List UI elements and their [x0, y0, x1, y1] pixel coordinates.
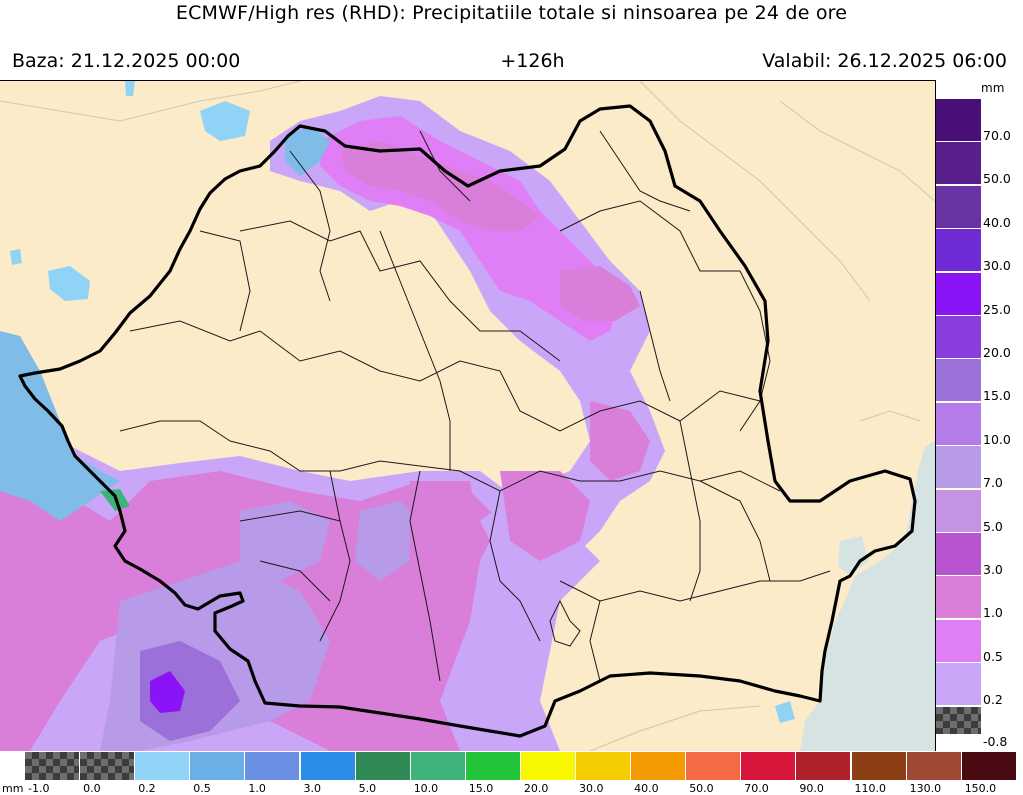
right-legend-label: 5.0 — [983, 518, 1003, 534]
precip-lavender-patch-2 — [240, 501, 330, 581]
right-legend-swatch — [936, 705, 981, 734]
bottom-legend-swatch — [851, 752, 907, 780]
bottom-legend-label: 40.0 — [634, 782, 659, 795]
map-canvas — [0, 81, 935, 751]
bottom-legend-label: 150.0 — [964, 782, 997, 795]
bottom-legend-swatch — [80, 752, 136, 780]
bottom-legend-swatch — [741, 752, 797, 780]
lead-time-label: +126h — [500, 50, 565, 72]
bottom-legend-swatch — [520, 752, 576, 780]
bottom-legend-swatch — [961, 752, 1017, 780]
bottom-legend-label: 90.0 — [799, 782, 824, 795]
map-title: ECMWF/High res (RHD): Precipitatiile tot… — [175, 2, 848, 24]
precip-west-core — [150, 671, 185, 713]
bottom-legend: mm -1.0 0.0 0.2 0.5 1.0 3.0 5.0 10.0 15.0 20.0 30.… — [0, 752, 1023, 795]
right-legend-label: 30.0 — [983, 258, 1011, 274]
bottom-legend-swatch — [410, 752, 466, 780]
bottom-legend-unit: mm — [2, 782, 24, 795]
bottom-legend-swatch — [245, 752, 301, 780]
right-legend-label: 15.0 — [983, 388, 1011, 404]
bottom-legend-label: 3.0 — [303, 782, 322, 795]
right-legend-label: 50.0 — [983, 171, 1011, 187]
valid-time-label: Valabil: 26.12.2025 06:00 — [762, 50, 1007, 72]
precip-small-blue-5 — [125, 81, 135, 96]
black-sea — [800, 441, 935, 751]
precip-small-blue-4 — [775, 701, 795, 723]
precip-small-blue-2 — [48, 266, 90, 301]
right-legend-label: -0.8 — [983, 733, 1008, 749]
right-legend-swatch — [936, 271, 981, 315]
precip-south-pink — [500, 471, 590, 561]
bottom-legend-swatch — [796, 752, 852, 780]
right-legend-unit: mm — [981, 81, 1005, 95]
bottom-legend-label: 15.0 — [468, 782, 494, 795]
right-legend-swatch — [936, 575, 981, 619]
bottom-legend-label: 50.0 — [689, 782, 714, 795]
bottom-legend-label: 20.0 — [523, 782, 549, 795]
right-legend-swatch — [936, 98, 981, 141]
right-legend-swatch — [936, 184, 981, 228]
precip-north-core — [340, 141, 540, 231]
precip-nw-blue — [285, 126, 330, 176]
right-legend-swatch — [936, 618, 981, 662]
right-legend-label: 10.0 — [983, 431, 1011, 447]
right-legend-label: 0.5 — [983, 648, 1003, 664]
bottom-legend-swatch — [190, 752, 246, 780]
right-legend-swatch — [936, 315, 981, 358]
bottom-legend-label: 5.0 — [358, 782, 377, 795]
precip-north-band — [270, 96, 665, 581]
right-legend-swatch — [936, 141, 981, 185]
right-legend-swatch — [936, 532, 981, 575]
precipitation-map — [0, 80, 936, 751]
bottom-legend-label: 0.5 — [193, 782, 211, 795]
right-legend-swatch — [936, 488, 981, 532]
right-legend-swatch — [936, 358, 981, 402]
right-legend-swatch — [936, 445, 981, 489]
precip-east-core — [560, 266, 640, 321]
bottom-legend-swatch — [25, 752, 81, 780]
right-legend-label: 20.0 — [983, 345, 1011, 360]
precip-pink-strip — [410, 481, 480, 641]
precip-west-medium — [140, 641, 240, 741]
bottom-legend-label: 0.0 — [83, 782, 101, 795]
bottom-legend-swatch — [355, 752, 411, 780]
bottom-legend-label: 1.0 — [248, 782, 266, 795]
bottom-legend-swatch — [465, 752, 521, 780]
bottom-legend-label: 70.0 — [744, 782, 769, 795]
right-legend-label: 3.0 — [983, 562, 1003, 577]
bottom-legend-label: 30.0 — [579, 782, 604, 795]
precip-small-blue-3 — [10, 249, 22, 265]
delta-lagoon — [838, 536, 868, 576]
bottom-legend-swatch — [906, 752, 962, 780]
right-legend-label: 70.0 — [983, 128, 1011, 143]
right-legend-label: 7.0 — [983, 475, 1003, 491]
bottom-legend-swatch — [686, 752, 742, 780]
bottom-legend-label: 110.0 — [854, 782, 887, 795]
right-legend-label: 25.0 — [983, 301, 1011, 317]
precip-small-blue-1 — [200, 101, 250, 141]
bottom-legend-label: 130.0 — [909, 782, 942, 795]
base-time-label: Baza: 21.12.2025 00:00 — [12, 50, 241, 72]
precip-center-pink — [590, 401, 650, 481]
right-legend-swatch — [936, 228, 981, 272]
right-legend: mm 70.0 50.0 40.0 30.0 25.0 20.0 15.0 10.0 7.0 5.… — [936, 80, 1023, 752]
bottom-legend-swatch — [631, 752, 687, 780]
right-legend-swatch — [936, 401, 981, 445]
county-borders — [119, 130, 831, 682]
right-legend-swatch — [936, 662, 981, 706]
bottom-legend-label: 10.0 — [413, 782, 439, 795]
right-legend-label: 0.2 — [983, 692, 1003, 708]
precip-lavender-patch — [355, 501, 420, 581]
bottom-legend-swatch — [576, 752, 632, 780]
right-legend-label: 1.0 — [983, 605, 1003, 621]
bottom-legend-label: 0.2 — [138, 782, 156, 795]
bottom-legend-swatch — [135, 752, 191, 780]
right-legend-label: 40.0 — [983, 214, 1011, 230]
bottom-legend-label: -1.0 — [28, 782, 50, 795]
bottom-legend-swatch — [300, 752, 356, 780]
neighbour-borders — [0, 81, 935, 751]
romania-border — [18, 104, 917, 738]
